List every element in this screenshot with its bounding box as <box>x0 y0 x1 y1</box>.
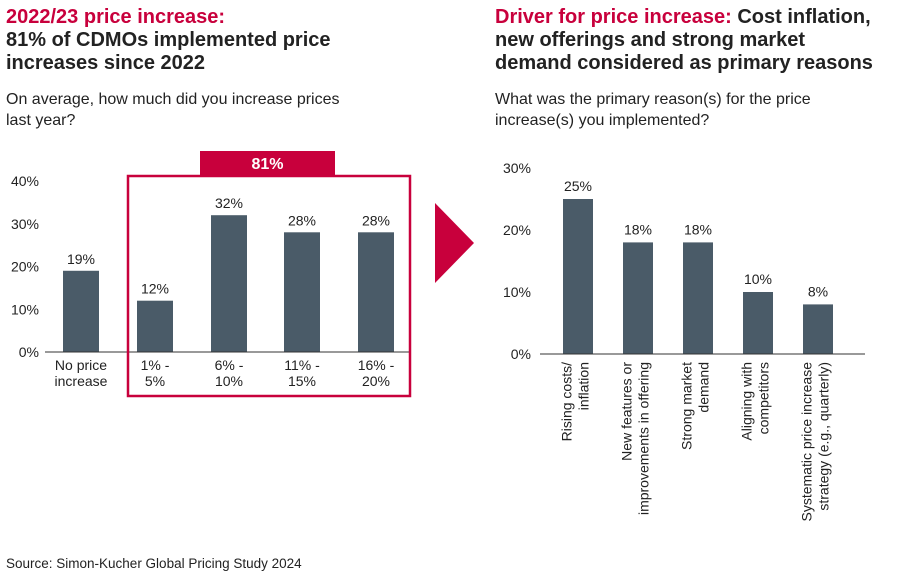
y-tick-label: 30% <box>11 216 39 232</box>
x-tick-label: increase <box>55 373 108 389</box>
right-question: What was the primary reason(s) for the p… <box>495 89 895 131</box>
left-title-accent: 2022/23 price increase: <box>6 6 226 28</box>
right-chart: 0% 10% 20% 30% 25% Rising costs/inflation 18% N… <box>503 160 865 522</box>
y-tick-label: 10% <box>503 284 531 300</box>
right-title-line3: demand considered as primary reasons <box>495 52 873 74</box>
left-title-line3: increases since 2022 <box>6 52 206 74</box>
data-label: 25% <box>564 178 592 194</box>
left-title: 2022/23 price increase: 81% of CDMOs imp… <box>6 6 426 75</box>
source-note: Source: Simon-Kucher Global Pricing Stud… <box>6 556 302 571</box>
data-label: 18% <box>684 221 712 237</box>
bar <box>358 232 394 352</box>
right-title: Driver for price increase: Cost inflatio… <box>495 6 895 75</box>
data-label: 32% <box>215 195 243 211</box>
left-title-line2: 81% of CDMOs implemented price <box>6 29 331 51</box>
bar <box>211 215 247 352</box>
data-label: 18% <box>624 221 652 237</box>
data-label: 28% <box>288 212 316 228</box>
highlight-tab <box>200 151 335 176</box>
bar <box>743 292 773 354</box>
data-label: 10% <box>744 271 772 287</box>
left-question: On average, how much did you increase pr… <box>6 89 426 131</box>
bar <box>803 304 833 354</box>
right-question-line1: What was the primary reason(s) for the p… <box>495 91 811 108</box>
left-question-line2: last year? <box>6 112 76 129</box>
bar <box>63 270 99 352</box>
x-tick-label: strategy (e.g., quarterly) <box>816 362 832 511</box>
y-tick-label: 20% <box>11 259 39 275</box>
x-tick-label: 20% <box>362 373 390 389</box>
x-tick-label: Systematic price increase <box>799 362 815 522</box>
x-tick-label: improvements in offering <box>636 362 652 515</box>
y-tick-label: 10% <box>11 301 39 317</box>
y-tick-label: 40% <box>11 173 39 189</box>
bar <box>284 232 320 352</box>
x-tick-label: Rising costs/ <box>559 362 575 441</box>
arrow-icon <box>435 203 474 283</box>
x-tick-label: 11% - <box>284 357 320 373</box>
data-label: 12% <box>141 281 169 297</box>
x-tick-label: 10% <box>215 373 243 389</box>
right-title-line2: new offerings and strong market <box>495 29 806 51</box>
left-question-line1: On average, how much did you increase pr… <box>6 91 340 108</box>
right-title-accent: Driver for price increase: <box>495 6 732 28</box>
right-title-rest: Cost inflation, <box>731 6 871 28</box>
data-label: 28% <box>362 212 390 228</box>
x-tick-label: inflation <box>576 362 592 410</box>
y-tick-label: 30% <box>503 160 531 176</box>
x-tick-label: 16% - <box>358 357 395 373</box>
x-tick-label: 5% <box>145 373 165 389</box>
data-label: 19% <box>67 251 95 267</box>
x-tick-label: Strong market <box>679 362 695 450</box>
y-tick-label: 0% <box>511 346 531 362</box>
x-tick-label: No price <box>55 357 107 373</box>
y-tick-label: 0% <box>19 344 39 360</box>
x-tick-label: demand <box>696 362 712 413</box>
y-tick-label: 20% <box>503 222 531 238</box>
x-tick-label: Aligning with <box>739 362 755 441</box>
right-question-line2: increase(s) you implemented? <box>495 112 710 129</box>
data-label: 8% <box>808 283 828 299</box>
x-tick-label: competitors <box>756 362 772 434</box>
x-tick-label: 1% - <box>141 357 170 373</box>
x-tick-label: New features or <box>619 362 635 461</box>
bar <box>683 242 713 354</box>
highlight-label: 81% <box>251 156 283 173</box>
x-tick-label: 6% - <box>215 357 244 373</box>
bar <box>563 199 593 354</box>
bar <box>623 242 653 354</box>
x-tick-label: 15% <box>288 373 316 389</box>
bar <box>137 300 173 352</box>
